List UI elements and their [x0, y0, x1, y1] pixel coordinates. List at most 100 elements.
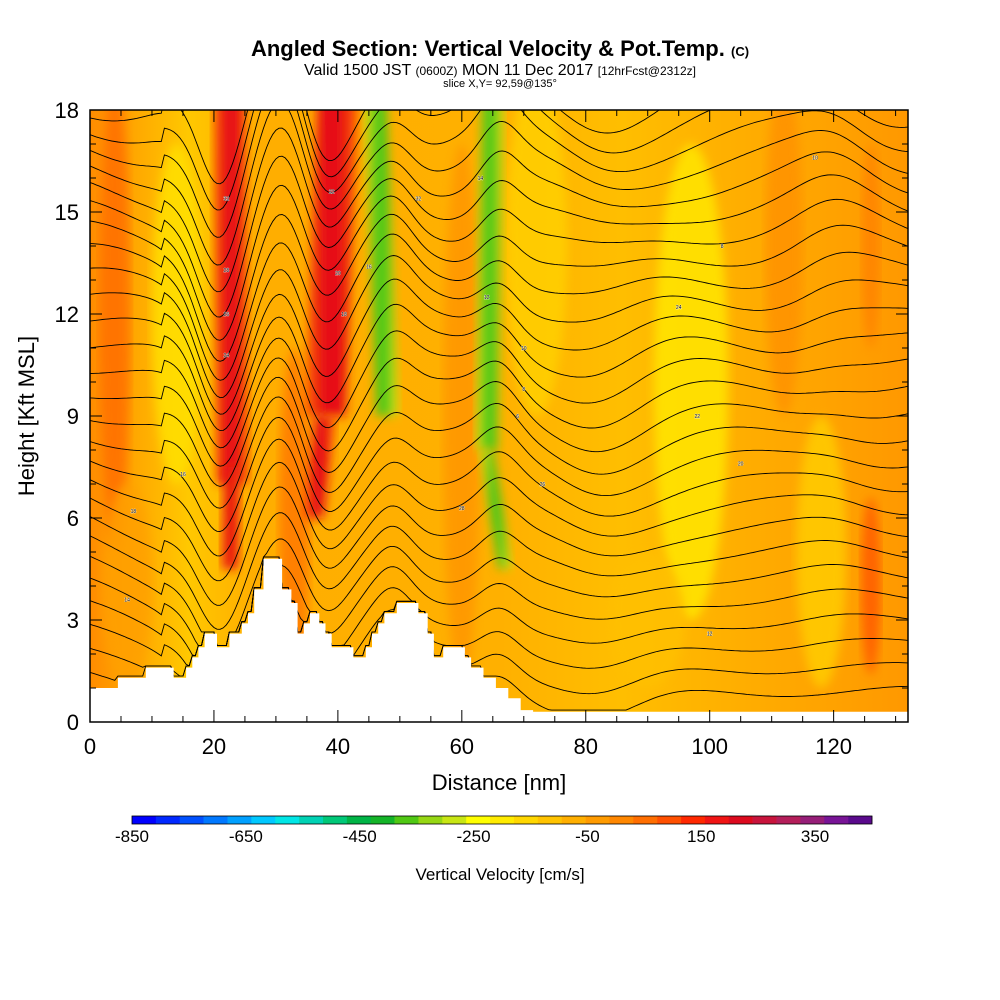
theta-contour-line [90, 127, 908, 293]
title-mark: (C) [731, 44, 750, 59]
theta-contour-line [90, 538, 908, 646]
x-tick-labels: 0 20 40 60 80 100 120 [84, 734, 852, 759]
theta-contour-line [90, 110, 908, 238]
y-tick-label: 3 [67, 608, 79, 633]
colorbar-swatch [681, 816, 706, 824]
colorbar-tick-label: 150 [687, 827, 715, 846]
contour-label: 8 [522, 387, 525, 393]
contour-label: 26 [224, 312, 230, 318]
colorbar-tick-label: -50 [575, 827, 600, 846]
theta-contour-line [90, 416, 908, 532]
contour-label: 10 [521, 346, 527, 352]
contour-label: 14 [478, 176, 484, 182]
contour-label: 22 [329, 190, 335, 196]
colorbar-swatch [848, 816, 873, 824]
chart-subtitle: Valid 1500 JST (0600Z) MON 11 Dec 2017 [… [304, 62, 696, 79]
theta-contour-line [90, 110, 908, 211]
field-blob [102, 484, 152, 688]
contour-label: 14 [124, 598, 130, 604]
y-tick-label: 0 [67, 710, 79, 735]
colorbar-swatch [251, 816, 276, 824]
colorbar-swatch [132, 816, 157, 824]
theta-contour-line [90, 357, 908, 467]
theta-contour-line [90, 376, 908, 487]
y-tick-label: 9 [67, 404, 79, 429]
contour-label: 24 [224, 353, 230, 359]
updraft-band-red [303, 416, 336, 518]
y-axis-label: Height [Kft MSL] [14, 336, 39, 496]
colorbar-swatch [513, 816, 539, 824]
field-blob [99, 110, 131, 552]
x-axis-label: Distance [nm] [432, 770, 567, 795]
y-tick-labels: 0 3 6 9 12 15 18 [55, 98, 79, 735]
contour-label: 8 [721, 244, 724, 250]
theta-contour-line [90, 461, 908, 582]
theta-contour-line [90, 438, 908, 557]
colorbar-swatch [537, 816, 562, 824]
contour-label: 20 [335, 271, 341, 277]
updraft-band-red [220, 467, 242, 569]
theta-contour-line [90, 396, 908, 509]
colorbar-swatch [704, 816, 730, 824]
colorbar-swatch [346, 816, 372, 824]
theta-contour-line [90, 303, 908, 432]
colorbar-swatch [776, 816, 801, 824]
contour-label: 10 [812, 156, 818, 162]
x-tick-label: 40 [326, 734, 350, 759]
colorbar-swatch [322, 816, 348, 824]
contour-label: 32 [416, 196, 422, 202]
colorbar-swatch [585, 816, 610, 824]
theta-contour-line [90, 110, 661, 185]
theta-contour-line [90, 330, 908, 449]
terrain [90, 558, 908, 722]
colorbar-swatch [203, 816, 228, 824]
colorbar-swatch [442, 816, 467, 824]
x-tick-label: 80 [574, 734, 598, 759]
colorbar-tick-label: -250 [457, 827, 491, 846]
field-blob [796, 416, 847, 688]
contour-label: 20 [738, 462, 744, 468]
subtitle-forecast: [12hrFcst@2312z] [597, 64, 696, 78]
y-tick-label: 18 [55, 98, 79, 123]
colorbar-swatch [370, 816, 395, 824]
downdraft-band-green [479, 450, 513, 569]
field-blob [151, 144, 202, 484]
colorbar-swatch [418, 816, 443, 824]
colorbar-tick-label: -850 [115, 827, 149, 846]
colorbar-label: Vertical Velocity [cm/s] [415, 865, 584, 884]
contour-label: 24 [676, 305, 682, 311]
theta-contour-line [90, 110, 908, 266]
contour-label: 18 [341, 312, 347, 318]
contour-label: 32 [224, 196, 230, 202]
slice-label: slice X,Y= 92,59@135° [443, 78, 557, 90]
velocity-field [90, 110, 908, 722]
subtitle-utc: (0600Z) [415, 64, 458, 78]
contour-label: 26 [540, 482, 546, 488]
colorbar-swatch [179, 816, 204, 824]
colorbar-swatch [561, 816, 586, 824]
colorbar-swatch [466, 816, 491, 824]
y-tick-label: 15 [55, 200, 79, 225]
colorbar-swatch [490, 816, 515, 824]
colorbar-swatch [633, 816, 658, 824]
colorbar-swatch [824, 816, 849, 824]
contour-label: 16 [366, 264, 372, 270]
colorbar-swatch [394, 816, 419, 824]
colorbar-swatch [275, 816, 300, 824]
colorbar-swatch [299, 816, 324, 824]
contour-label: 12 [484, 295, 490, 301]
x-tick-label: 0 [84, 734, 96, 759]
theta-contour-line [90, 184, 908, 341]
colorbar-frame [131, 815, 873, 825]
theta-contour-line [90, 233, 908, 381]
contour-label: 16 [180, 472, 186, 478]
field-blob [610, 552, 685, 688]
colorbar-swatch [657, 816, 682, 824]
theta-contour-line [90, 278, 908, 415]
colorbar-swatch [155, 816, 181, 824]
contour-label: 28 [459, 506, 465, 512]
theta-contour-line [90, 155, 908, 318]
axis-ticks [89, 109, 908, 723]
theta-contour-line [90, 213, 908, 362]
